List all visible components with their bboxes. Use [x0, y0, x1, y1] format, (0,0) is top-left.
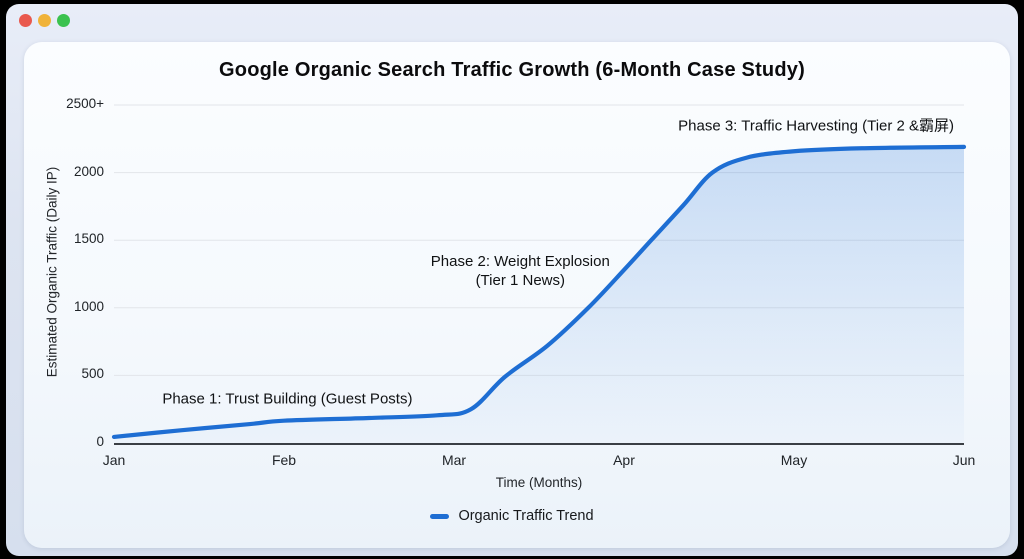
window-titlebar — [6, 4, 1018, 36]
x-axis-title: Time (Months) — [495, 475, 583, 490]
legend-line-swatch — [430, 513, 450, 519]
chart-card — [24, 42, 1010, 548]
app-window — [6, 4, 1018, 556]
y-axis-title: Estimated Organic Traffic (Daily IP) — [44, 166, 60, 378]
chart-legend: Organic Traffic Trend — [0, 506, 1024, 526]
close-button-icon[interactable] — [19, 13, 32, 27]
chart-title: Google Organic Search Traffic Growth (6-… — [219, 59, 805, 81]
legend-label: Organic Traffic Trend — [458, 508, 594, 524]
zoom-button-icon[interactable] — [57, 13, 70, 27]
minimize-button-icon[interactable] — [38, 13, 51, 27]
